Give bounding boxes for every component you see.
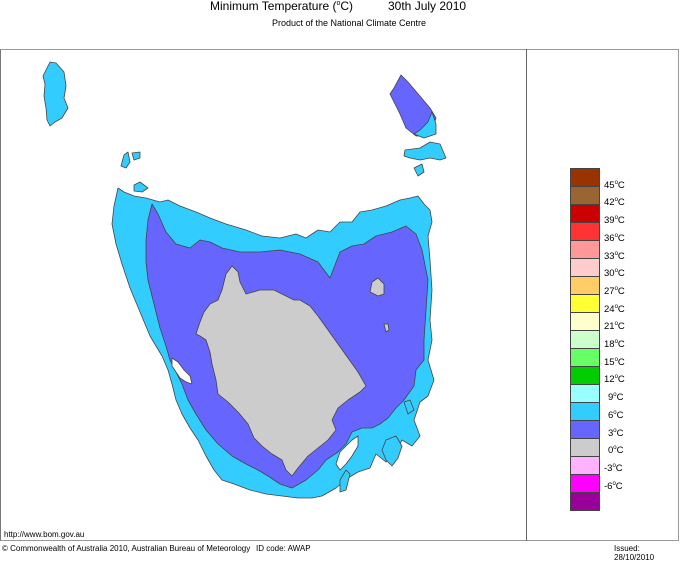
legend-swatch <box>570 187 600 205</box>
three-hummock-island <box>131 151 141 161</box>
tasman-peninsula <box>381 435 403 467</box>
legend-label: 12oC <box>604 374 625 386</box>
legend-swatch <box>570 295 600 313</box>
small-0-3c-patch <box>383 323 390 333</box>
hunter-island <box>120 151 131 169</box>
legend-label: 9oC <box>608 392 624 404</box>
ben-lomond-0-3c <box>369 277 385 297</box>
legend-label: 45oC <box>604 179 625 191</box>
legend-swatch <box>570 331 600 349</box>
color-legend <box>570 168 600 511</box>
flinders-island <box>389 74 437 137</box>
bom-url[interactable]: http://www.bom.gov.au <box>4 530 85 539</box>
legend-swatch <box>570 457 600 475</box>
legend-label: 33oC <box>604 250 625 262</box>
issued-date: Issued: 28/10/2010 <box>614 544 655 562</box>
legend-label: 18oC <box>604 339 625 351</box>
legend-label: 15oC <box>604 356 625 368</box>
legend-swatch <box>570 493 600 511</box>
bruny-island <box>339 469 351 493</box>
legend-swatch <box>570 367 600 385</box>
macquarie-harbour <box>171 357 193 385</box>
derwent-estuary <box>335 435 359 471</box>
flinders-island-south <box>413 111 437 139</box>
legend-swatch <box>570 168 600 187</box>
legend-swatch <box>570 349 600 367</box>
legend-swatch <box>570 205 600 223</box>
legend-label: 36oC <box>604 232 625 244</box>
legend-swatch <box>570 241 600 259</box>
legend-swatch <box>570 313 600 331</box>
clarke-island <box>413 163 425 177</box>
king-island <box>42 61 69 127</box>
legend-label: 39oC <box>604 215 625 227</box>
title-text: Minimum Temperature (oC) <box>210 0 354 13</box>
legend-label: 21oC <box>604 321 625 333</box>
legend-label: 6oC <box>608 409 624 421</box>
legend-label: 27oC <box>604 285 625 298</box>
robbins-island <box>133 181 149 193</box>
legend-swatch <box>570 385 600 403</box>
subtitle: Product of the National Climate Centre <box>271 18 427 28</box>
id-code: ID code: AWAP <box>256 544 311 553</box>
legend-swatch <box>570 475 600 493</box>
legend-swatch <box>570 259 600 277</box>
cape-barren-island <box>403 141 447 161</box>
legend-label: -3oC <box>604 462 623 475</box>
legend-swatch <box>570 277 600 295</box>
legend-label: 0oC <box>608 445 624 457</box>
title-date: 30th July 2010 <box>388 0 467 13</box>
copyright-text: © Commonwealth of Australia 2010, Austra… <box>2 544 251 553</box>
legend-swatch <box>570 403 600 421</box>
legend-label: -6oC <box>604 480 623 492</box>
map-title: Minimum Temperature (oC) 30th July 2010 <box>0 0 680 16</box>
legend-divider <box>526 49 527 541</box>
legend-label: 30oC <box>604 268 625 280</box>
legend-swatch <box>570 421 600 439</box>
tasmania-map <box>42 61 447 499</box>
legend-label: 3oC <box>608 427 624 439</box>
legend-swatch <box>570 439 600 457</box>
legend-label: 24oC <box>604 303 625 315</box>
maria-island <box>403 399 415 415</box>
legend-swatch <box>570 223 600 241</box>
map-frame <box>0 49 679 541</box>
central-highlands-0-3c <box>195 265 367 477</box>
legend-label: 42oC <box>604 197 625 209</box>
